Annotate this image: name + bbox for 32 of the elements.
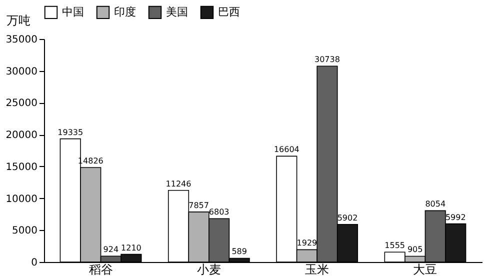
data-label: 8054: [425, 200, 446, 209]
x-tick-label: 大豆: [413, 262, 438, 276]
legend-label: 美国: [166, 5, 188, 18]
y-tick-label: 25000: [6, 98, 38, 110]
data-label: 5902: [337, 213, 358, 222]
data-label: 11246: [166, 179, 192, 188]
y-tick-label: 0: [31, 258, 38, 268]
legend-label: 中国: [62, 5, 84, 18]
data-label: 1555: [384, 241, 405, 250]
y-tick-label: 20000: [6, 130, 38, 142]
data-label: 30738: [314, 55, 340, 64]
x-tick-label: 稻谷: [88, 262, 113, 276]
data-label: 6803: [208, 208, 230, 217]
data-label: 5992: [445, 212, 466, 222]
y-tick-label: 5000: [12, 226, 38, 237]
data-label: 589: [232, 247, 247, 256]
x-tick-label: 小麦: [196, 262, 221, 276]
data-label: 905: [407, 245, 423, 254]
y-axis-title: 万吨: [6, 14, 30, 28]
y-tick-label: 30000: [6, 66, 38, 78]
data-label: 16604: [274, 145, 300, 154]
y-tick-label: 15000: [6, 162, 38, 173]
data-label: 7857: [188, 200, 209, 210]
data-label: 1929: [296, 238, 318, 248]
y-tick-label: 35000: [6, 34, 38, 46]
legend-label: 巴西: [218, 5, 240, 18]
x-tick-label: 玉米: [305, 262, 330, 276]
y-tick-label: 10000: [6, 194, 38, 205]
data-label: 1210: [121, 243, 142, 252]
data-label: 19335: [58, 128, 84, 137]
legend-label: 印度: [114, 5, 136, 18]
data-label: 924: [103, 245, 119, 254]
